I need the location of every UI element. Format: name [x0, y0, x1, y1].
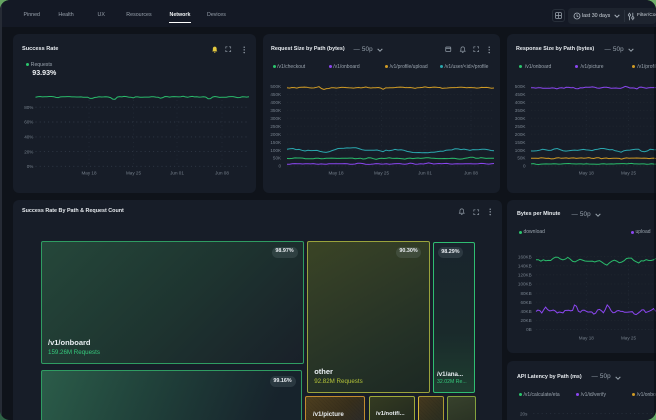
svg-text:Jun 08: Jun 08 [215, 171, 229, 176]
svg-text:200K: 200K [515, 132, 527, 137]
svg-text:350K: 350K [270, 108, 282, 113]
svg-text:20s: 20s [520, 411, 528, 416]
svg-text:160KB: 160KB [518, 254, 532, 259]
svg-text:0: 0 [279, 164, 282, 169]
svg-text:80KB: 80KB [520, 291, 531, 296]
svg-text:May 18: May 18 [328, 171, 344, 176]
svg-text:60KB: 60KB [520, 300, 531, 305]
svg-text:450K: 450K [270, 92, 282, 97]
svg-text:80%: 80% [24, 105, 33, 110]
svg-text:20%: 20% [24, 149, 33, 154]
svg-text:250K: 250K [515, 124, 527, 129]
svg-text:400K: 400K [270, 100, 282, 105]
svg-text:100KB: 100KB [518, 282, 532, 287]
svg-text:40%: 40% [24, 135, 33, 140]
svg-text:120KB: 120KB [518, 273, 532, 278]
svg-text:100K: 100K [270, 148, 282, 153]
svg-text:40KB: 40KB [520, 309, 531, 314]
svg-text:May 25: May 25 [621, 335, 637, 340]
svg-text:250K: 250K [270, 124, 282, 129]
svg-text:100K: 100K [515, 148, 527, 153]
svg-text:May 25: May 25 [374, 171, 390, 176]
svg-text:500K: 500K [515, 84, 527, 89]
svg-text:50K: 50K [517, 156, 526, 161]
svg-text:150K: 150K [515, 140, 527, 145]
svg-text:200K: 200K [270, 132, 282, 137]
svg-text:Jun 01: Jun 01 [170, 171, 184, 176]
svg-text:0%: 0% [27, 164, 34, 169]
svg-text:300K: 300K [515, 116, 527, 121]
svg-text:140KB: 140KB [518, 264, 532, 269]
svg-text:May 25: May 25 [621, 171, 637, 176]
svg-text:50K: 50K [273, 156, 282, 161]
svg-text:300K: 300K [270, 116, 282, 121]
svg-text:0: 0 [523, 164, 526, 169]
svg-text:May 18: May 18 [579, 171, 595, 176]
svg-text:0B: 0B [526, 327, 532, 332]
svg-text:Jun 01: Jun 01 [418, 171, 432, 176]
svg-text:450K: 450K [515, 92, 527, 97]
svg-text:20KB: 20KB [520, 318, 531, 323]
svg-text:May 18: May 18 [81, 171, 97, 176]
svg-text:500K: 500K [270, 84, 282, 89]
svg-text:Jun 08: Jun 08 [464, 171, 478, 176]
svg-text:400K: 400K [515, 100, 527, 105]
svg-text:150K: 150K [270, 140, 282, 145]
svg-text:May 18: May 18 [579, 335, 595, 340]
svg-text:May 25: May 25 [126, 171, 142, 176]
svg-text:350K: 350K [515, 108, 527, 113]
svg-text:60%: 60% [24, 120, 33, 125]
